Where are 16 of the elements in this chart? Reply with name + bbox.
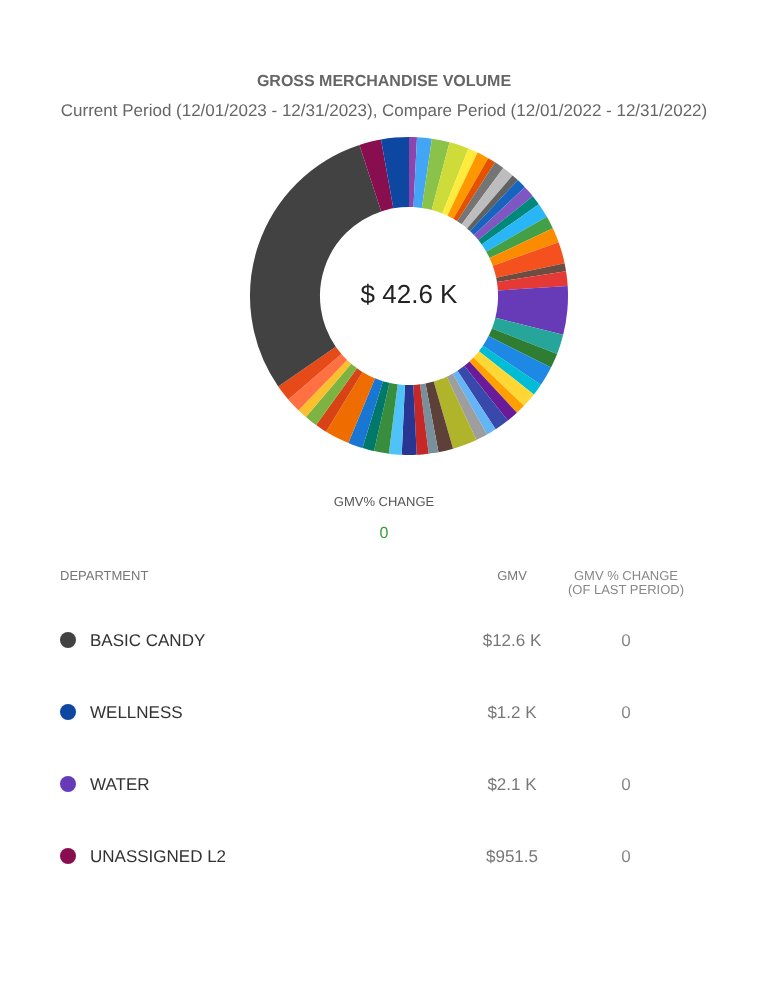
text: 0 bbox=[619, 702, 633, 722]
legend-label: WELLNESS bbox=[88, 702, 183, 722]
data-label: $1.2 K bbox=[485, 702, 539, 722]
text: 0 bbox=[377, 524, 391, 542]
data-label: $12.6 K bbox=[480, 630, 544, 650]
legend-label: UNASSIGNED L2 bbox=[88, 846, 227, 866]
legend-label: BASIC CANDY bbox=[88, 630, 206, 650]
legend-label: WATER bbox=[88, 774, 150, 794]
data-label: $951.5 bbox=[484, 846, 540, 866]
text: 0 bbox=[619, 846, 633, 866]
text: 0 bbox=[619, 774, 633, 794]
chart-title: GROSS MERCHANDISE VOLUME bbox=[254, 72, 514, 90]
text: 0 bbox=[619, 630, 633, 650]
data-label: $2.1 K bbox=[485, 774, 539, 794]
chart-subtitle: Current Period (12/01/2023 - 12/31/2023), Compare Period (12/01/2022 - 12/31/2022) bbox=[58, 100, 710, 120]
text: $ 42.6 K bbox=[360, 279, 459, 310]
